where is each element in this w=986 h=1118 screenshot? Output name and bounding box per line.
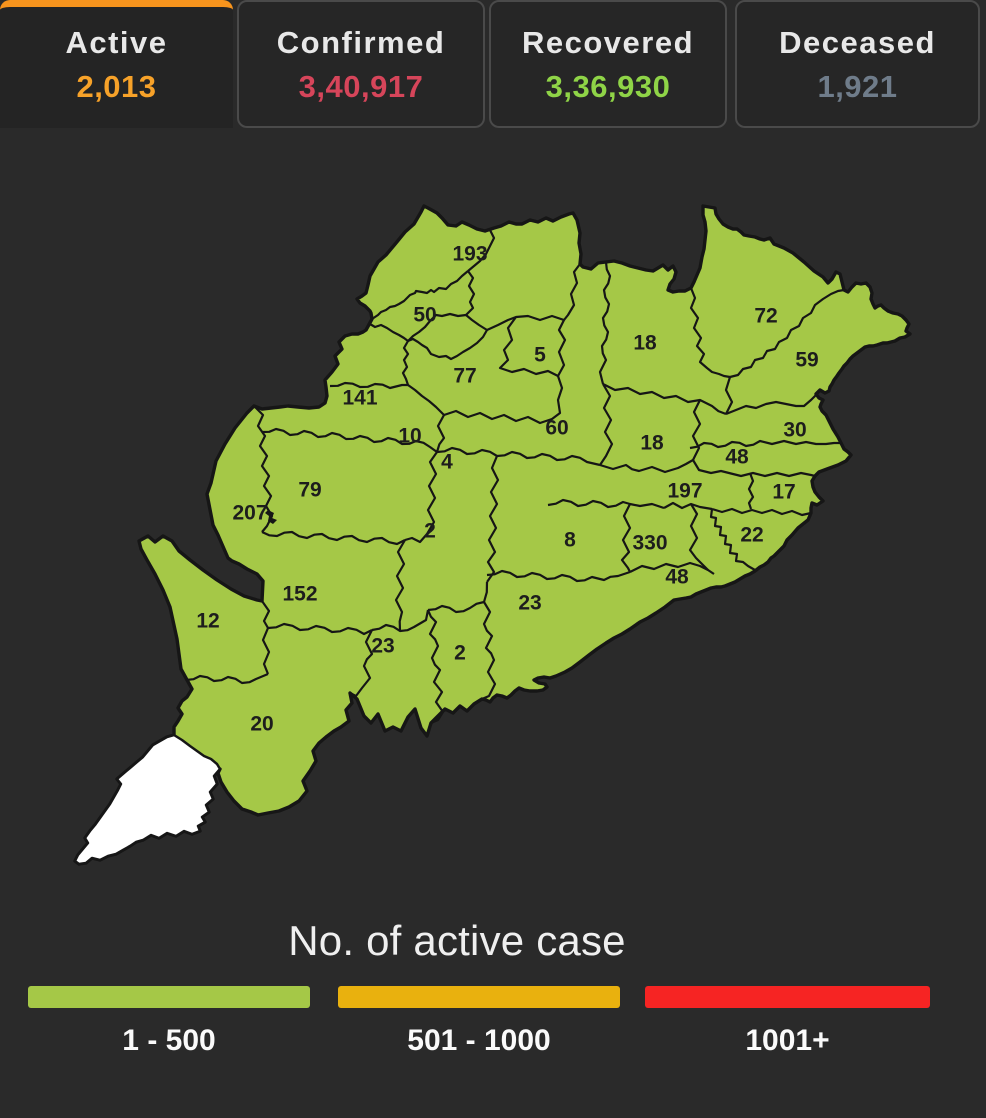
svg-text:23: 23 (518, 592, 541, 615)
svg-text:48: 48 (665, 566, 689, 589)
svg-text:4: 4 (441, 451, 453, 474)
svg-text:18: 18 (640, 432, 664, 455)
svg-text:5: 5 (534, 344, 546, 367)
svg-text:30: 30 (783, 419, 806, 442)
svg-text:10: 10 (398, 425, 421, 448)
svg-text:141: 141 (342, 387, 377, 410)
svg-text:20: 20 (250, 713, 273, 736)
svg-text:48: 48 (725, 446, 749, 469)
svg-text:12: 12 (196, 610, 219, 633)
svg-text:60: 60 (545, 417, 568, 440)
svg-text:2: 2 (424, 520, 436, 543)
svg-text:193: 193 (452, 243, 487, 266)
svg-text:23: 23 (371, 635, 394, 658)
svg-text:79: 79 (298, 479, 321, 502)
svg-text:59: 59 (795, 349, 818, 372)
svg-text:152: 152 (282, 583, 317, 606)
svg-text:22: 22 (740, 524, 763, 547)
svg-text:207: 207 (232, 502, 267, 525)
svg-text:50: 50 (413, 304, 436, 327)
svg-text:197: 197 (667, 480, 702, 503)
svg-text:330: 330 (632, 532, 667, 555)
svg-text:17: 17 (772, 481, 795, 504)
svg-text:2: 2 (454, 642, 466, 665)
svg-text:18: 18 (633, 332, 657, 355)
svg-text:77: 77 (453, 365, 476, 388)
svg-text:8: 8 (564, 529, 576, 552)
svg-text:72: 72 (754, 305, 777, 328)
